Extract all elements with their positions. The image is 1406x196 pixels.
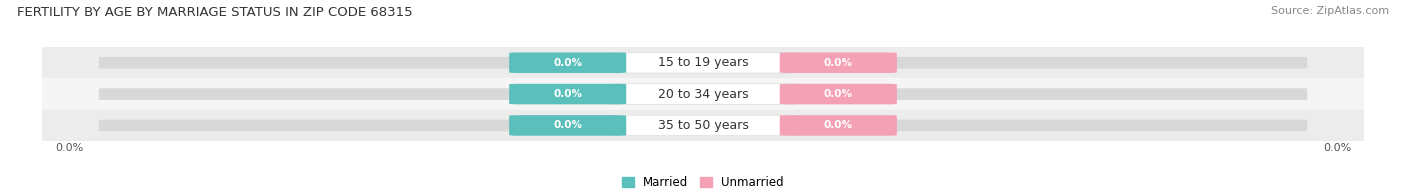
Text: 0.0%: 0.0% <box>824 120 853 131</box>
Text: 20 to 34 years: 20 to 34 years <box>658 88 748 101</box>
Text: 0.0%: 0.0% <box>1323 143 1351 153</box>
FancyBboxPatch shape <box>509 53 626 73</box>
Text: FERTILITY BY AGE BY MARRIAGE STATUS IN ZIP CODE 68315: FERTILITY BY AGE BY MARRIAGE STATUS IN Z… <box>17 6 412 19</box>
FancyBboxPatch shape <box>610 84 796 104</box>
Text: 35 to 50 years: 35 to 50 years <box>658 119 748 132</box>
Bar <box>42 78 1364 110</box>
Text: 0.0%: 0.0% <box>553 89 582 99</box>
FancyBboxPatch shape <box>610 115 796 136</box>
Text: 15 to 19 years: 15 to 19 years <box>658 56 748 69</box>
FancyBboxPatch shape <box>780 53 897 73</box>
FancyBboxPatch shape <box>98 120 1308 131</box>
Text: 0.0%: 0.0% <box>553 120 582 131</box>
FancyBboxPatch shape <box>509 115 626 136</box>
Text: 0.0%: 0.0% <box>553 58 582 68</box>
Text: 0.0%: 0.0% <box>824 58 853 68</box>
Text: 0.0%: 0.0% <box>824 89 853 99</box>
FancyBboxPatch shape <box>610 53 796 73</box>
Text: 0.0%: 0.0% <box>55 143 83 153</box>
FancyBboxPatch shape <box>98 57 1308 69</box>
FancyBboxPatch shape <box>98 88 1308 100</box>
FancyBboxPatch shape <box>509 84 626 104</box>
Text: Source: ZipAtlas.com: Source: ZipAtlas.com <box>1271 6 1389 16</box>
FancyBboxPatch shape <box>780 84 897 104</box>
Bar <box>42 47 1364 78</box>
Legend: Married, Unmarried: Married, Unmarried <box>617 171 789 193</box>
FancyBboxPatch shape <box>780 115 897 136</box>
Bar <box>42 110 1364 141</box>
